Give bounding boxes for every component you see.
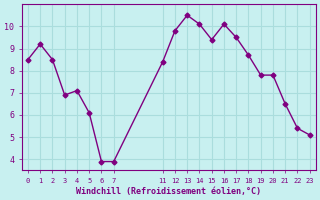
X-axis label: Windchill (Refroidissement éolien,°C): Windchill (Refroidissement éolien,°C) <box>76 187 261 196</box>
